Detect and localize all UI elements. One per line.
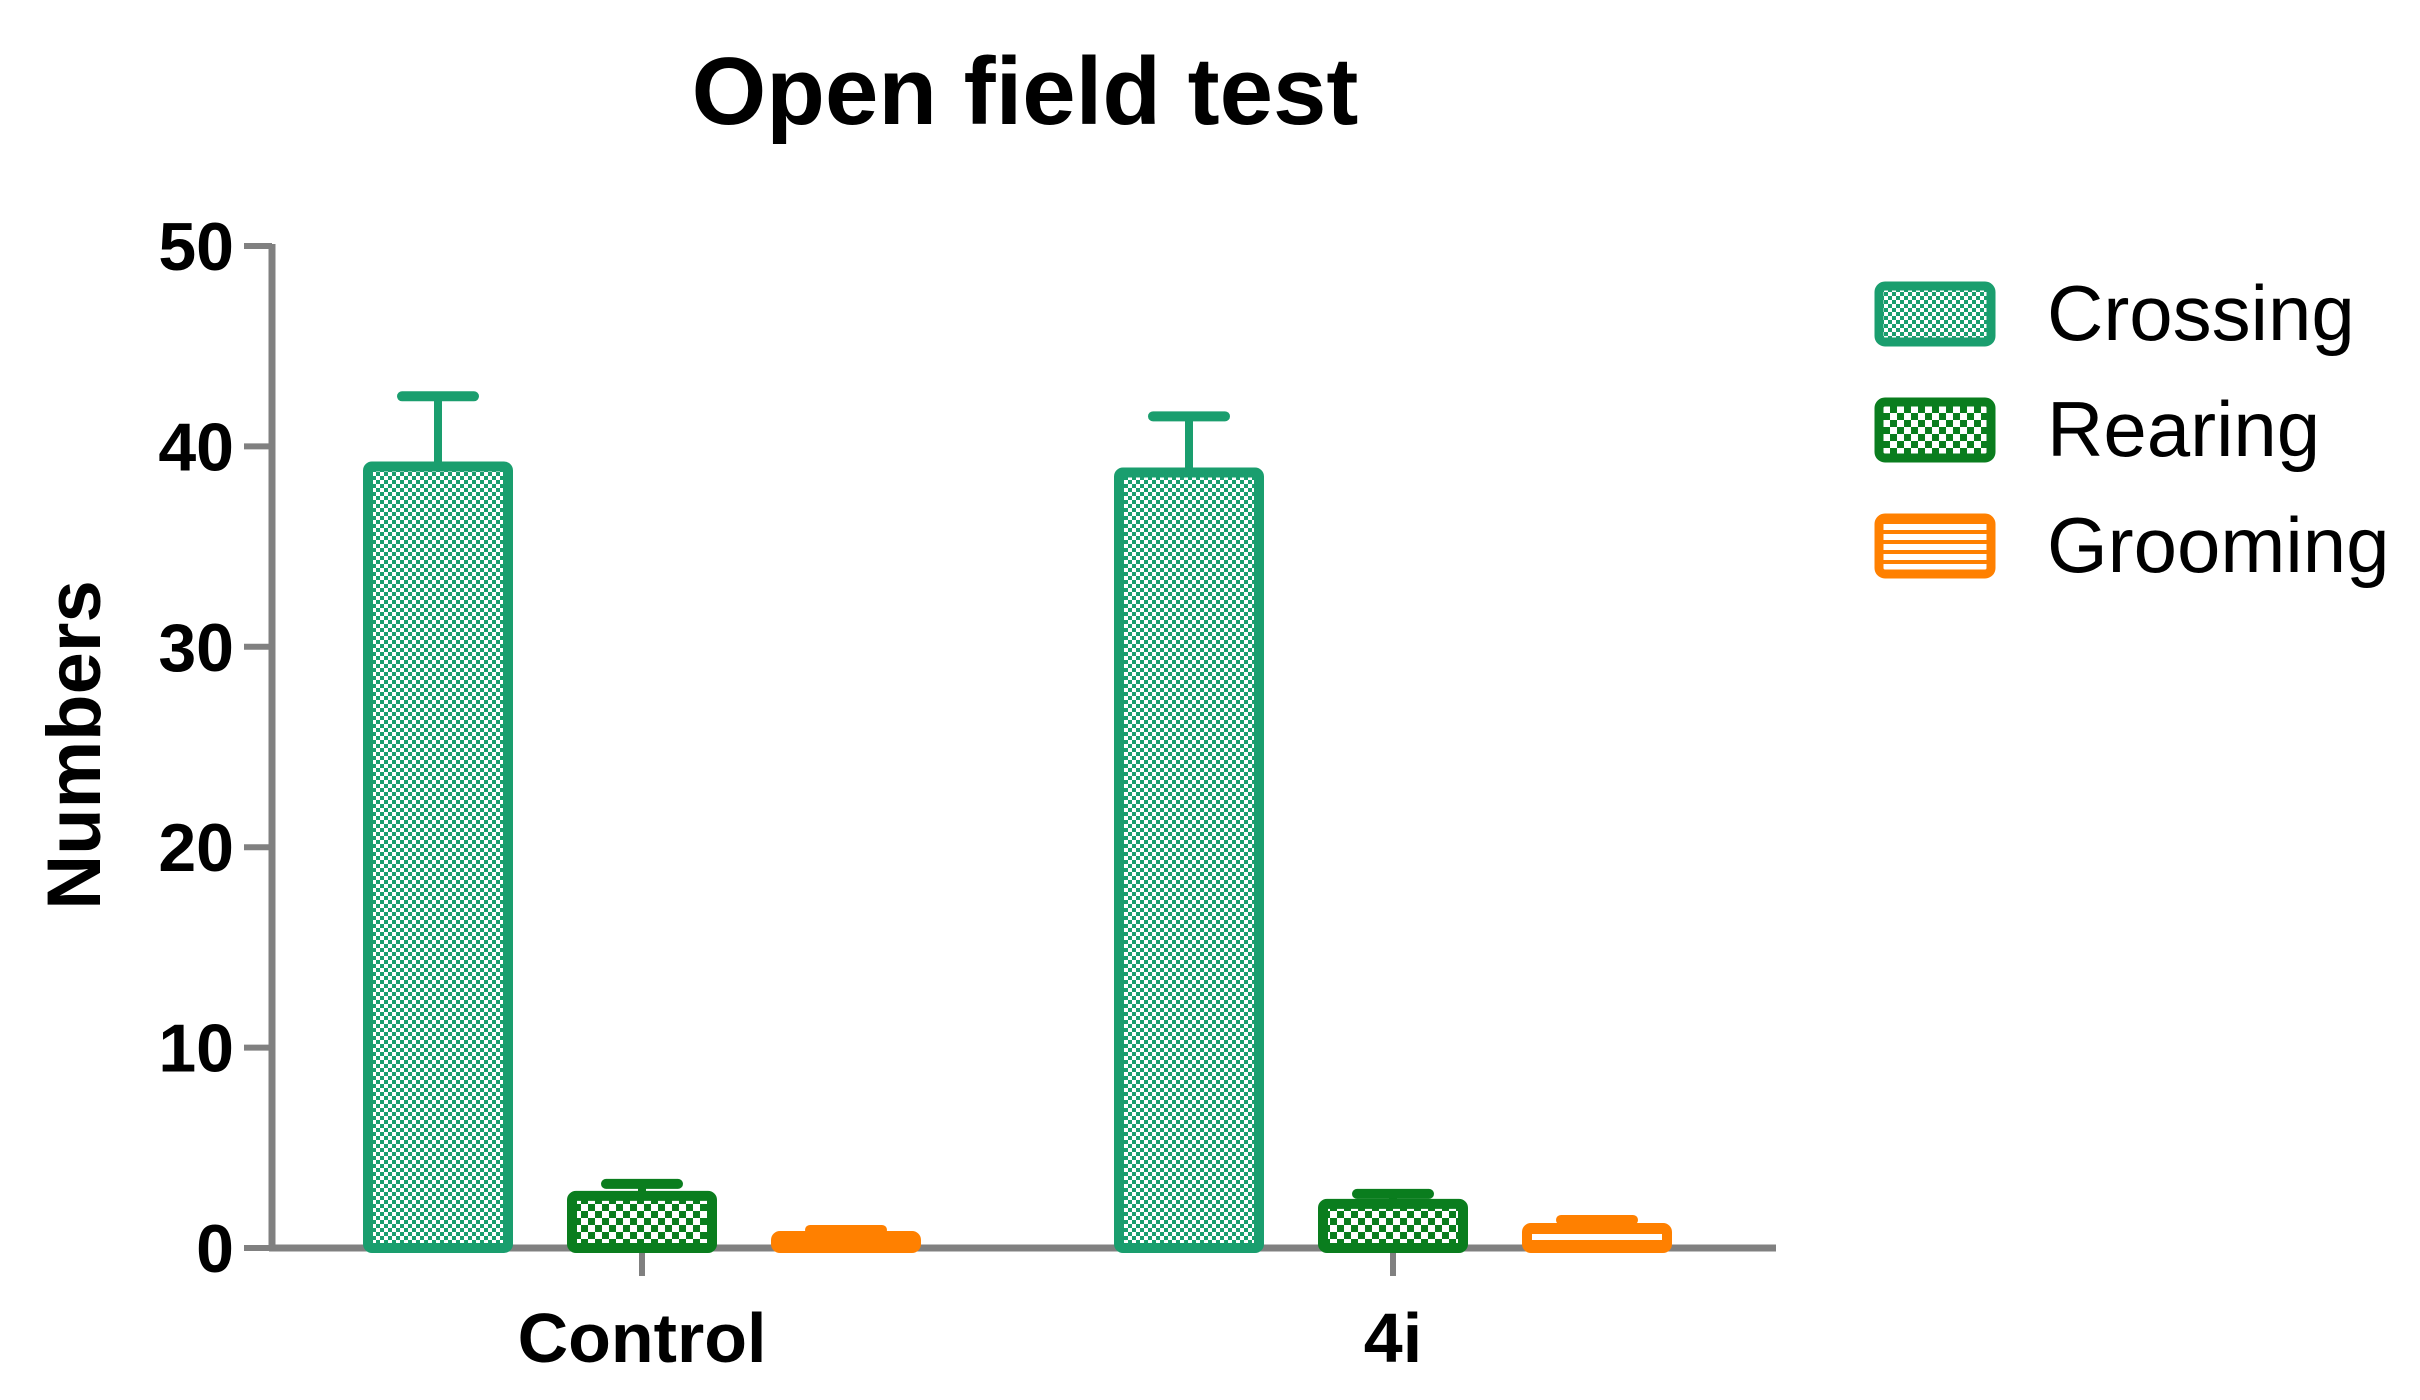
legend-label-rearing: Rearing (2047, 385, 2320, 473)
legend-label-grooming: Grooming (2047, 501, 2389, 589)
x-tick-label: 4i (1364, 1299, 1422, 1377)
legend-swatch-crossing (1874, 281, 1996, 347)
legend: Crossing Rearing Grooming (1874, 269, 2389, 589)
bar-rearing-4i (1318, 1198, 1468, 1253)
y-tick-label: 20 (158, 810, 234, 886)
x-tick-label: Control (518, 1299, 767, 1377)
legend-swatch-grooming (1874, 513, 1996, 579)
y-axis-label: Numbers (32, 580, 117, 909)
y-tick-label: 10 (158, 1011, 234, 1087)
axes: 0 10 20 30 40 50 Control 4i (158, 209, 1776, 1377)
legend-label-crossing: Crossing (2047, 269, 2355, 357)
bar-grooming-control (771, 1230, 921, 1253)
bars (363, 391, 1672, 1253)
legend-swatch-rearing (1874, 397, 1996, 463)
bar-crossing-4i (1114, 467, 1264, 1253)
y-tick-label: 30 (158, 610, 234, 686)
bar-crossing-control (363, 461, 513, 1253)
y-tick-label: 50 (158, 209, 234, 285)
chart-title: Open field test (692, 38, 1359, 145)
bar-rearing-control (567, 1190, 717, 1253)
y-tick-label: 0 (196, 1211, 234, 1287)
bar-grooming-4i (1522, 1222, 1672, 1253)
y-tick-label: 40 (158, 409, 234, 485)
